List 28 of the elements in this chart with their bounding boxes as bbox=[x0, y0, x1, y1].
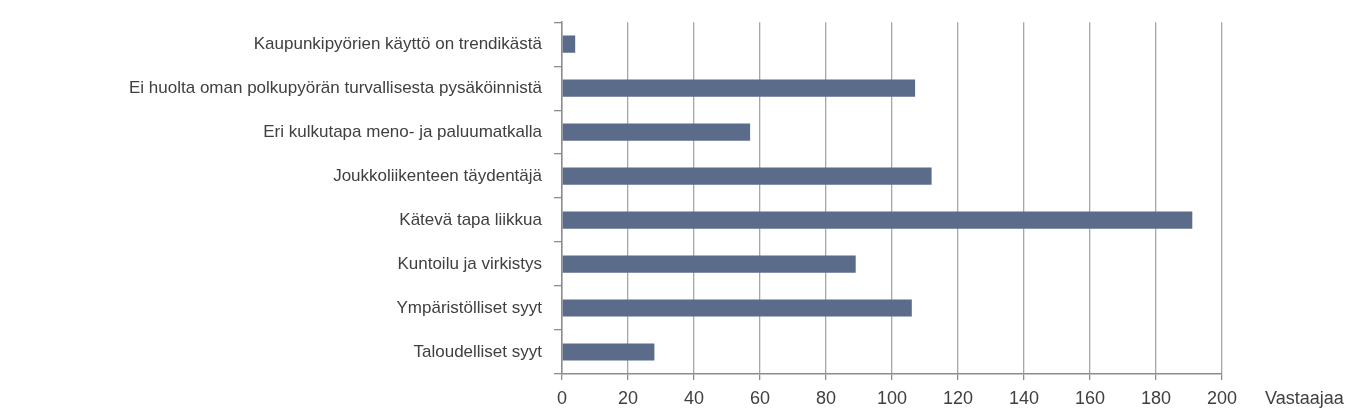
bar bbox=[562, 299, 912, 317]
x-axis-title: Vastaajaa bbox=[1265, 387, 1345, 408]
x-tick-label: 40 bbox=[683, 387, 705, 408]
bar bbox=[562, 343, 655, 361]
bar bbox=[562, 255, 856, 273]
y-tick-label: Taloudelliset syyt bbox=[413, 341, 543, 361]
x-tick-label: 0 bbox=[556, 387, 568, 408]
x-tick-label: 200 bbox=[1206, 387, 1238, 408]
y-tick-label: Kätevä tapa liikkua bbox=[399, 209, 543, 229]
y-tick-label: Kaupunkipyörien käyttö on trendikästä bbox=[253, 33, 543, 53]
y-tick-label: Ympäristölliset syyt bbox=[396, 297, 543, 317]
x-tick-label: 160 bbox=[1074, 387, 1106, 408]
x-tick-label: 120 bbox=[942, 387, 974, 408]
x-tick-label: 80 bbox=[815, 387, 837, 408]
y-tick-label: Eri kulkutapa meno- ja paluumatkalla bbox=[263, 121, 543, 141]
y-tick-label: Kuntoilu ja virkistys bbox=[397, 253, 542, 273]
y-tick-label: Ei huolta oman polkupyörän turvallisesta pysäköinnistä bbox=[129, 77, 543, 97]
x-tick-label: 100 bbox=[876, 387, 908, 408]
bar bbox=[562, 211, 1193, 229]
bar bbox=[562, 79, 916, 97]
bar bbox=[562, 35, 576, 53]
x-tick-label: 180 bbox=[1140, 387, 1172, 408]
bar bbox=[562, 167, 932, 185]
y-tick-label: Joukkoliikenteen täydentäjä bbox=[333, 165, 543, 185]
x-tick-label: 140 bbox=[1008, 387, 1040, 408]
x-tick-label: 20 bbox=[617, 387, 639, 408]
x-tick-label: 60 bbox=[749, 387, 771, 408]
bar bbox=[562, 123, 751, 141]
